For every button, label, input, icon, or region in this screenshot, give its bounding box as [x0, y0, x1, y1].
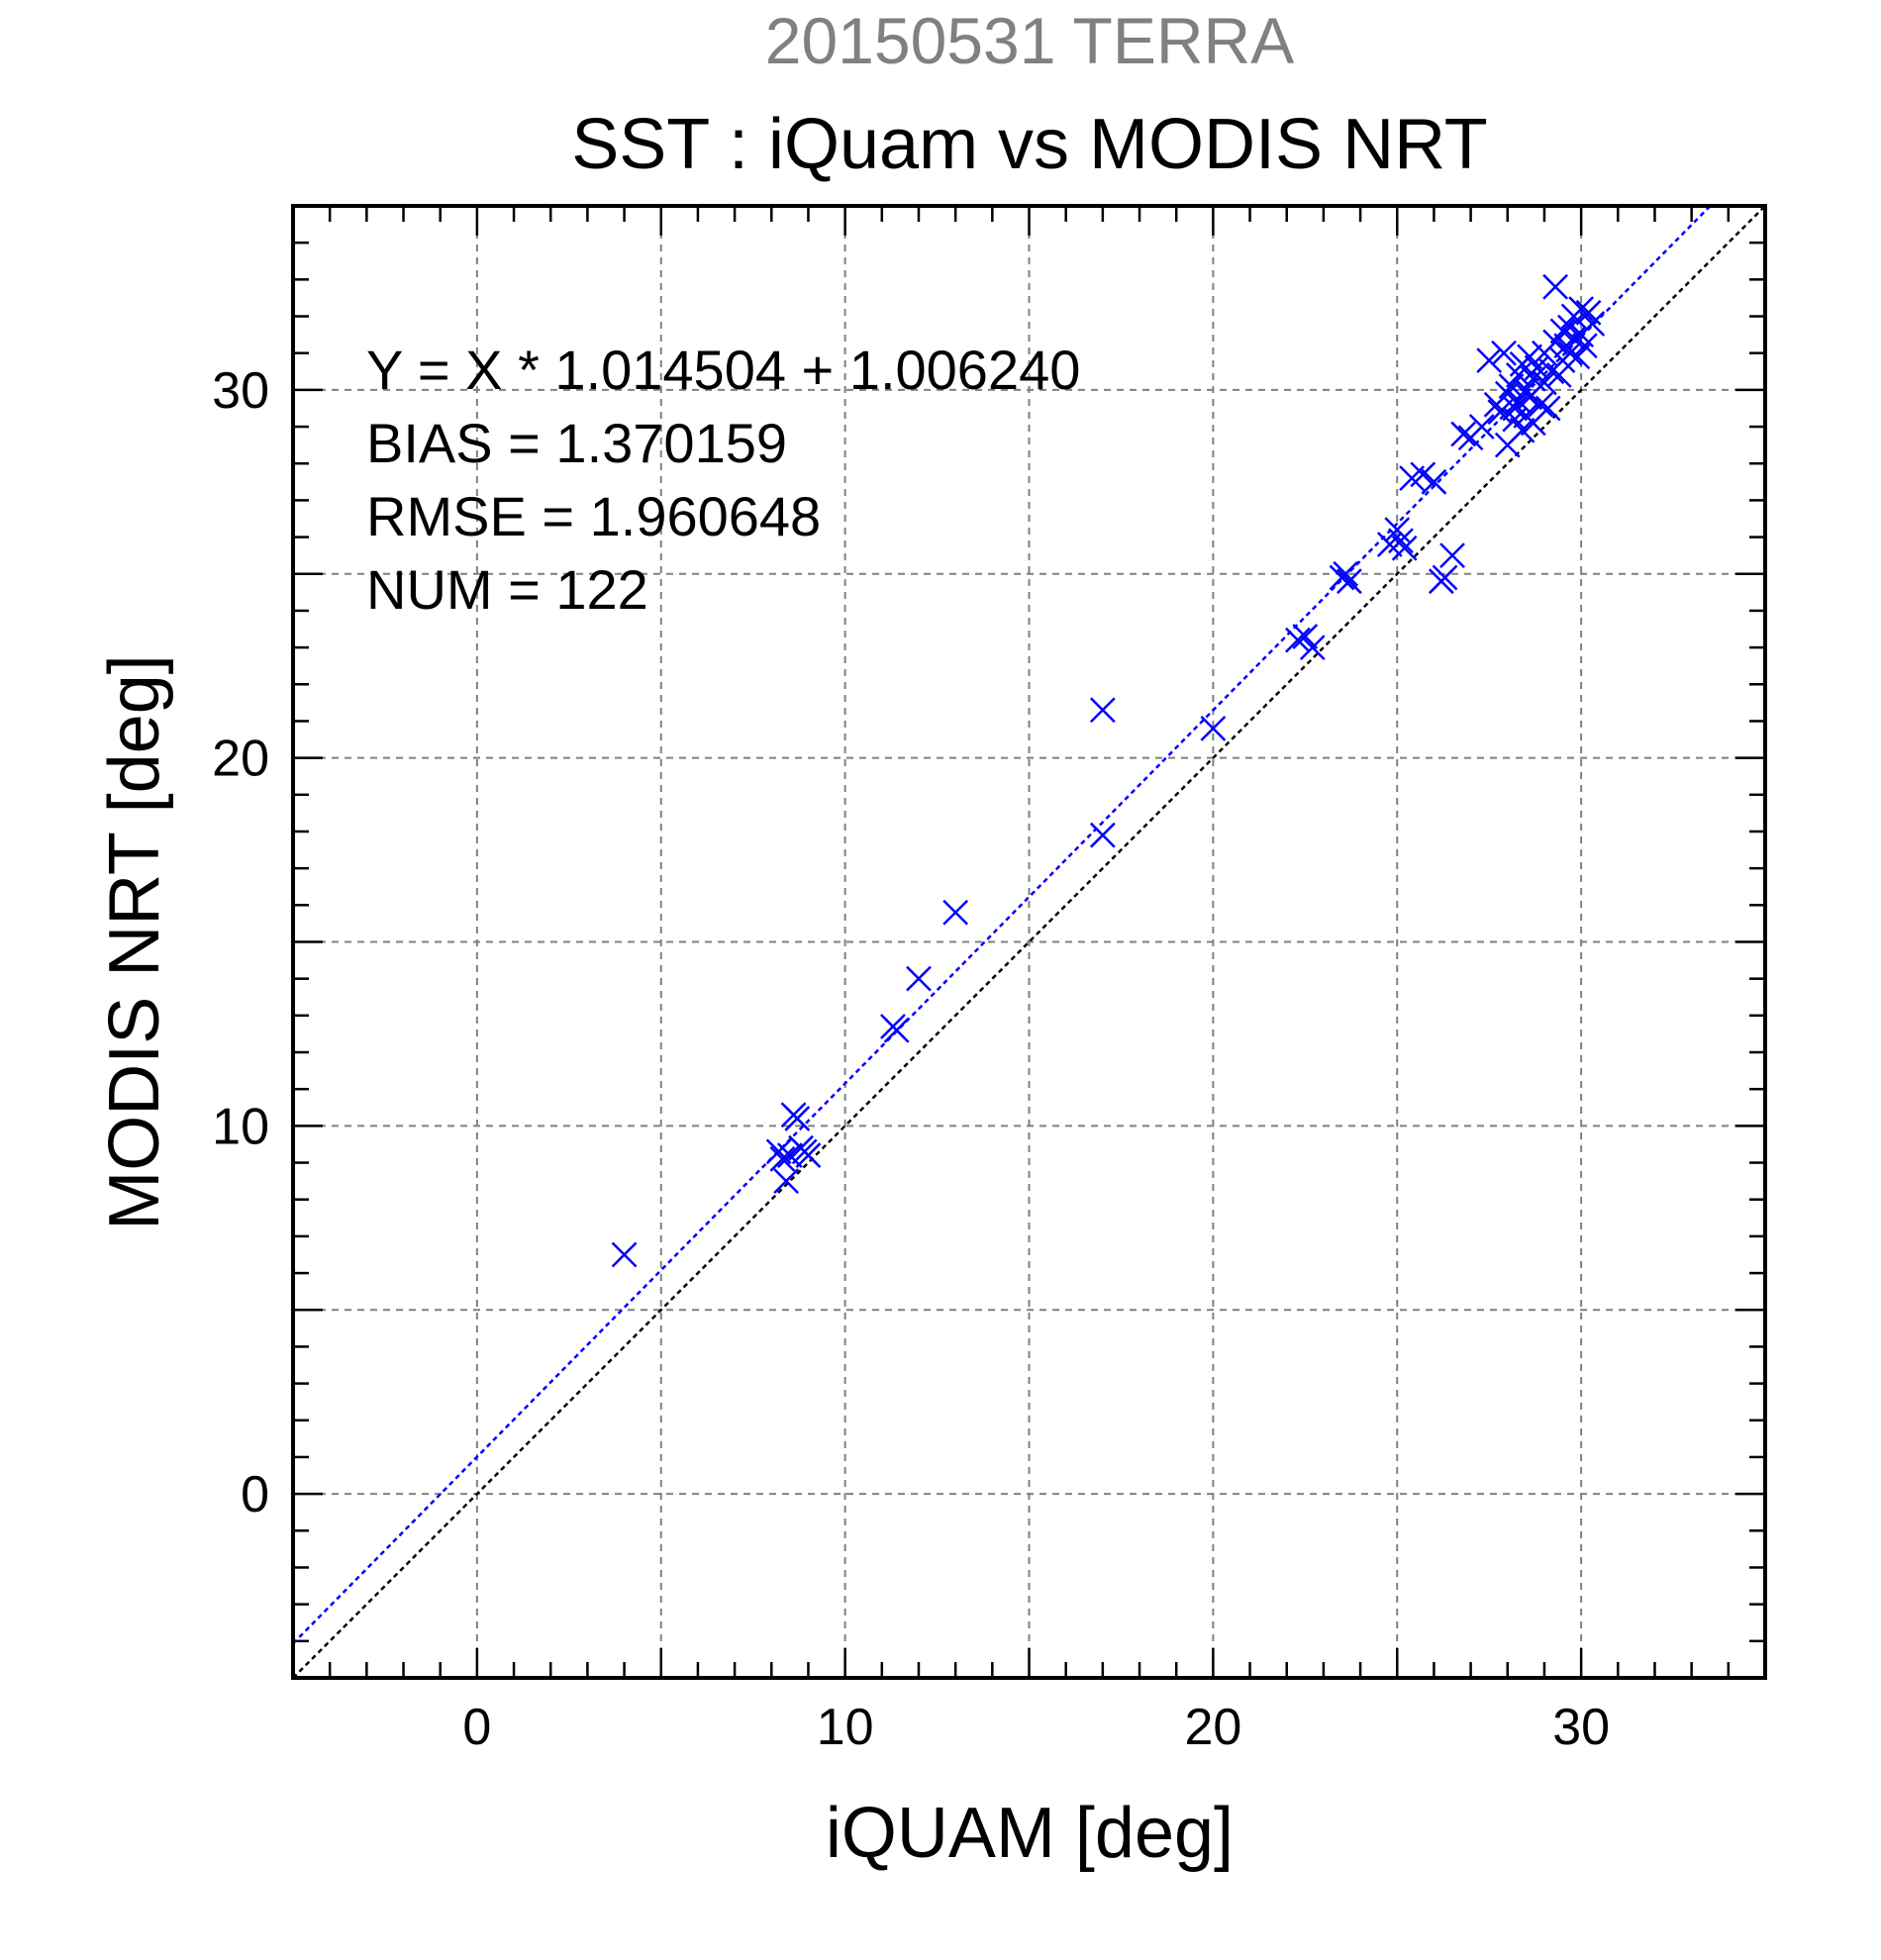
data-point [769, 1145, 796, 1172]
data-point [1487, 399, 1514, 426]
data-point [1468, 414, 1495, 440]
y-axis-label: MODIS NRT [deg] [95, 654, 174, 1230]
rmse-stat: RMSE = 1.960648 [366, 485, 821, 547]
data-point [773, 1168, 800, 1195]
data-point [1564, 343, 1591, 370]
data-point [1432, 564, 1458, 591]
data-point [1089, 822, 1116, 848]
data-point [906, 965, 932, 992]
data-point [1388, 528, 1414, 554]
data-point [1498, 373, 1525, 400]
data-point [1509, 417, 1535, 443]
chart-supertitle: 20150531 TERRA [765, 4, 1294, 77]
data-point [1568, 296, 1595, 322]
data-point [1391, 535, 1418, 561]
data-point [1502, 395, 1529, 422]
data-point [1200, 716, 1227, 741]
y-tick-label: 30 [212, 362, 269, 420]
data-point [942, 899, 969, 926]
num-stat: NUM = 122 [366, 558, 648, 621]
plot-frame [291, 204, 1767, 1680]
data-point [1333, 560, 1359, 587]
y-tick-label: 0 [241, 1466, 269, 1523]
data-point [1557, 340, 1583, 366]
data-point [1524, 354, 1550, 381]
tick-labels: 0 0 10 10 20 20 30 30 [212, 362, 1610, 1756]
y-tick-label: 10 [212, 1098, 269, 1155]
data-point [1476, 347, 1503, 374]
data-point [1421, 468, 1447, 495]
grid-lines [293, 206, 1765, 1678]
bias-stat: BIAS = 1.370159 [366, 412, 787, 474]
x-tick-label: 0 [462, 1699, 491, 1756]
data-point [1532, 369, 1557, 396]
data-point [776, 1142, 803, 1168]
data-point [1299, 635, 1326, 660]
data-points [611, 273, 1606, 1268]
data-point [1517, 343, 1542, 370]
data-point [1528, 391, 1554, 418]
data-point [1450, 421, 1477, 447]
data-point [611, 1241, 638, 1268]
data-point [1549, 318, 1576, 344]
data-point [1410, 461, 1436, 488]
x-tick-label: 10 [817, 1699, 874, 1756]
data-point [1534, 395, 1561, 422]
data-point [1292, 624, 1319, 649]
data-point [784, 1106, 811, 1131]
x-tick-label: 20 [1184, 1699, 1241, 1756]
data-point [1542, 273, 1568, 300]
regression-equation: Y = X * 1.014504 + 1.006240 [366, 339, 1080, 401]
data-point [1579, 311, 1606, 337]
data-point [1336, 568, 1362, 595]
data-point [1571, 333, 1598, 359]
x-tick-label: 30 [1552, 1699, 1610, 1756]
data-point [883, 1017, 910, 1043]
x-axis-label: iQUAM [deg] [826, 1794, 1234, 1873]
data-point [1439, 542, 1465, 569]
data-point [1491, 340, 1517, 366]
data-point [795, 1142, 822, 1168]
y-tick-label: 20 [212, 731, 269, 788]
data-point [1089, 697, 1116, 724]
data-point [1284, 627, 1311, 653]
chart-title: SST : iQuam vs MODIS NRT [571, 105, 1488, 184]
